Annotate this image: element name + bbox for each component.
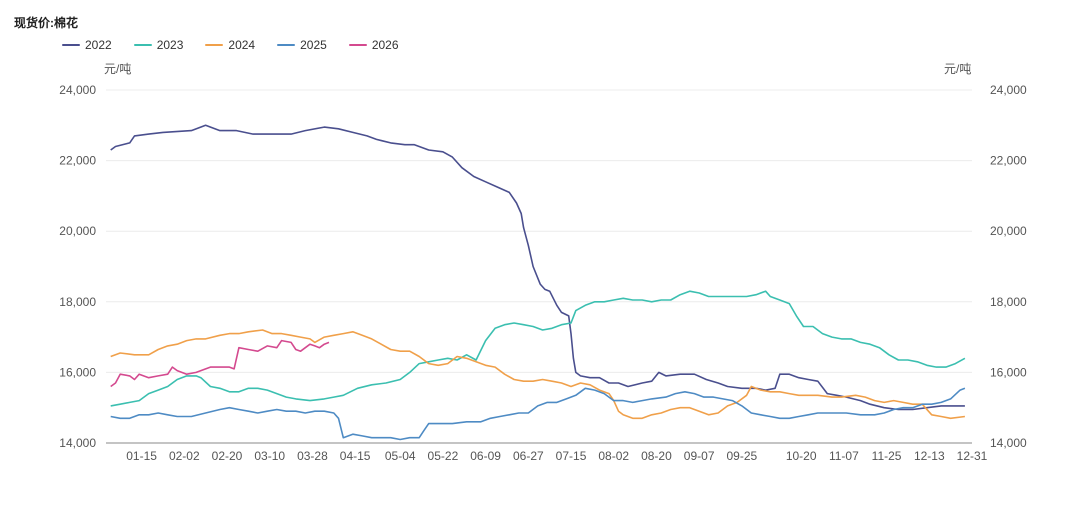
y-tick-label-right: 14,000 — [990, 436, 1027, 450]
y-tick-label-left: 18,000 — [59, 295, 96, 309]
y-axis-unit-left: 元/吨 — [104, 62, 132, 76]
legend-label: 2023 — [156, 38, 184, 52]
y-tick-label-right: 16,000 — [990, 365, 1027, 379]
x-tick-label: 08-20 — [641, 449, 672, 463]
x-tick-label: 11-07 — [829, 449, 859, 463]
x-tick-label: 02-02 — [169, 449, 200, 463]
y-tick-label-left: 20,000 — [59, 224, 96, 238]
legend-label: 2025 — [300, 38, 327, 52]
y-tick-label-left: 14,000 — [59, 436, 96, 450]
x-tick-label: 06-27 — [513, 449, 544, 463]
y-tick-label-right: 24,000 — [990, 83, 1027, 97]
x-tick-label: 09-25 — [727, 449, 758, 463]
x-tick-label: 11-25 — [872, 449, 902, 463]
x-tick-label: 04-15 — [340, 449, 371, 463]
x-tick-label: 10-20 — [786, 449, 817, 463]
x-tick-label: 09-07 — [684, 449, 715, 463]
legend-item-2025[interactable]: 2025 — [277, 38, 327, 52]
legend-item-2022[interactable]: 2022 — [62, 38, 112, 52]
x-tick-label: 08-02 — [598, 449, 629, 463]
x-tick-label: 12-13 — [914, 449, 945, 463]
y-tick-label-right: 18,000 — [990, 295, 1027, 309]
legend-label: 2022 — [85, 38, 112, 52]
y-axis-unit-right: 元/吨 — [944, 62, 972, 76]
series-line-2022 — [110, 124, 965, 411]
legend-swatch — [277, 44, 296, 46]
y-tick-label-left: 16,000 — [59, 365, 96, 379]
y-tick-label-left: 22,000 — [59, 154, 96, 168]
legend-swatch — [205, 44, 224, 46]
chart-title: 现货价:棉花 — [14, 16, 78, 30]
legend-swatch — [348, 44, 367, 46]
x-tick-label: 06-09 — [470, 449, 501, 463]
y-tick-label-right: 20,000 — [990, 224, 1027, 238]
y-tick-label-left: 24,000 — [59, 83, 96, 97]
legend-item-2026[interactable]: 2026 — [348, 38, 399, 52]
series-line-2023 — [110, 290, 966, 407]
legend-label: 2026 — [371, 38, 399, 52]
legend[interactable]: 2022 2023 2024 2025 2026 — [62, 38, 421, 52]
x-tick-label: 03-28 — [297, 449, 328, 463]
x-tick-label: 01-15 — [126, 449, 157, 463]
x-tick-label: 07-15 — [556, 449, 587, 463]
y-tick-label-right: 22,000 — [990, 154, 1027, 168]
legend-item-2024[interactable]: 2024 — [205, 38, 255, 52]
x-tick-label: 05-22 — [428, 449, 459, 463]
x-tick-label: 02-20 — [212, 449, 243, 463]
legend-swatch — [133, 44, 152, 46]
series-line-2025 — [110, 387, 966, 441]
x-tick-label: 03-10 — [254, 449, 285, 463]
legend-label: 2024 — [228, 38, 256, 52]
x-tick-label: 05-04 — [385, 449, 416, 463]
x-tick-label: 12-31 — [957, 449, 988, 463]
legend-item-2023[interactable]: 2023 — [133, 38, 184, 52]
legend-swatch — [62, 44, 80, 46]
series-line-2024 — [110, 329, 965, 420]
series-line-2026 — [110, 339, 330, 388]
